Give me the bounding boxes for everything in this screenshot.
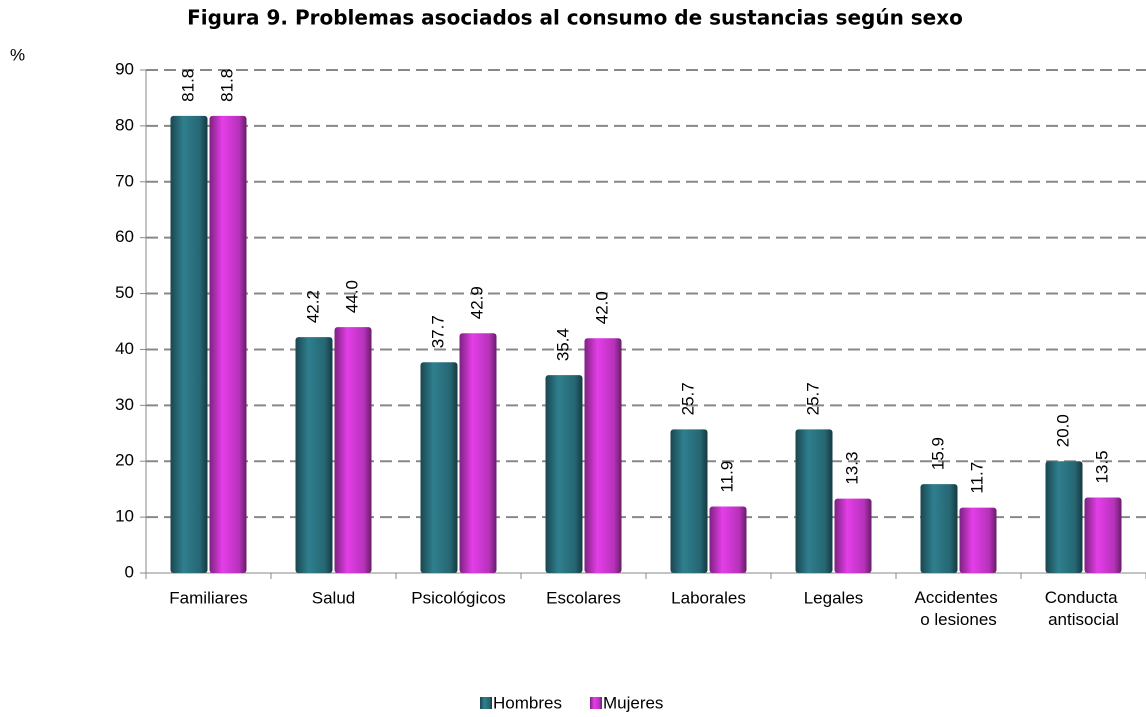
bar: [584, 338, 622, 573]
x-tick-label: Salud: [312, 588, 355, 607]
bar: [334, 327, 372, 573]
bar: [209, 115, 247, 573]
value-label: 81.8: [217, 69, 236, 102]
x-tick-label: Psicológicos: [411, 588, 506, 607]
value-label: 42.2: [303, 290, 322, 323]
bar: [170, 115, 208, 573]
legend-label: Mujeres: [603, 693, 663, 712]
bar: [920, 484, 958, 573]
chart-title: Figura 9. Problemas asociados al consumo…: [187, 6, 963, 30]
value-label: 25.7: [678, 382, 697, 415]
value-label: 44.0: [342, 280, 361, 313]
value-label: 25.7: [803, 382, 822, 415]
legend-swatch: [589, 697, 602, 709]
value-label: 42.9: [467, 286, 486, 319]
y-tick-label: 40: [115, 339, 134, 358]
value-label: 11.7: [967, 462, 986, 494]
x-tick-label: Laborales: [671, 588, 746, 607]
value-label: 37.7: [428, 315, 447, 348]
y-tick-label: 20: [115, 451, 134, 470]
x-tick-label: Conducta antisocial: [1045, 588, 1123, 629]
value-label: 11.9: [717, 461, 736, 493]
value-label: 42.0: [592, 291, 611, 324]
x-tick-label: Familiares: [169, 588, 247, 607]
bar: [1084, 497, 1122, 573]
x-tick-label: Legales: [804, 588, 864, 607]
y-tick-label: 90: [115, 59, 134, 78]
y-tick-label: 30: [115, 395, 134, 414]
value-label: 13.5: [1092, 450, 1111, 483]
bar: [834, 498, 872, 573]
bar: [959, 507, 997, 573]
y-tick-label: 70: [115, 171, 134, 190]
legend-label: Hombres: [493, 693, 562, 712]
y-tick-label: 80: [115, 115, 134, 134]
y-axis-label: %: [10, 45, 25, 64]
bar: [670, 429, 708, 573]
legend-swatch: [480, 697, 492, 709]
value-label: 20.0: [1053, 414, 1072, 447]
bar: [1045, 461, 1083, 573]
x-tick-label: Accidentes o lesiones: [915, 588, 1003, 629]
value-label: 15.9: [928, 437, 947, 470]
bar: [795, 429, 833, 573]
bar: [295, 337, 333, 573]
value-label: 81.8: [178, 69, 197, 102]
bar: [545, 375, 583, 573]
value-label: 35.4: [553, 328, 572, 361]
bar: [420, 362, 458, 573]
y-tick-label: 50: [115, 283, 134, 302]
y-tick-label: 10: [115, 507, 134, 526]
value-label: 13.3: [842, 452, 861, 485]
x-tick-label: Escolares: [546, 588, 621, 607]
y-tick-label: 60: [115, 227, 134, 246]
bar: [459, 333, 497, 573]
y-tick-label: 0: [125, 562, 134, 581]
bar: [709, 506, 747, 573]
